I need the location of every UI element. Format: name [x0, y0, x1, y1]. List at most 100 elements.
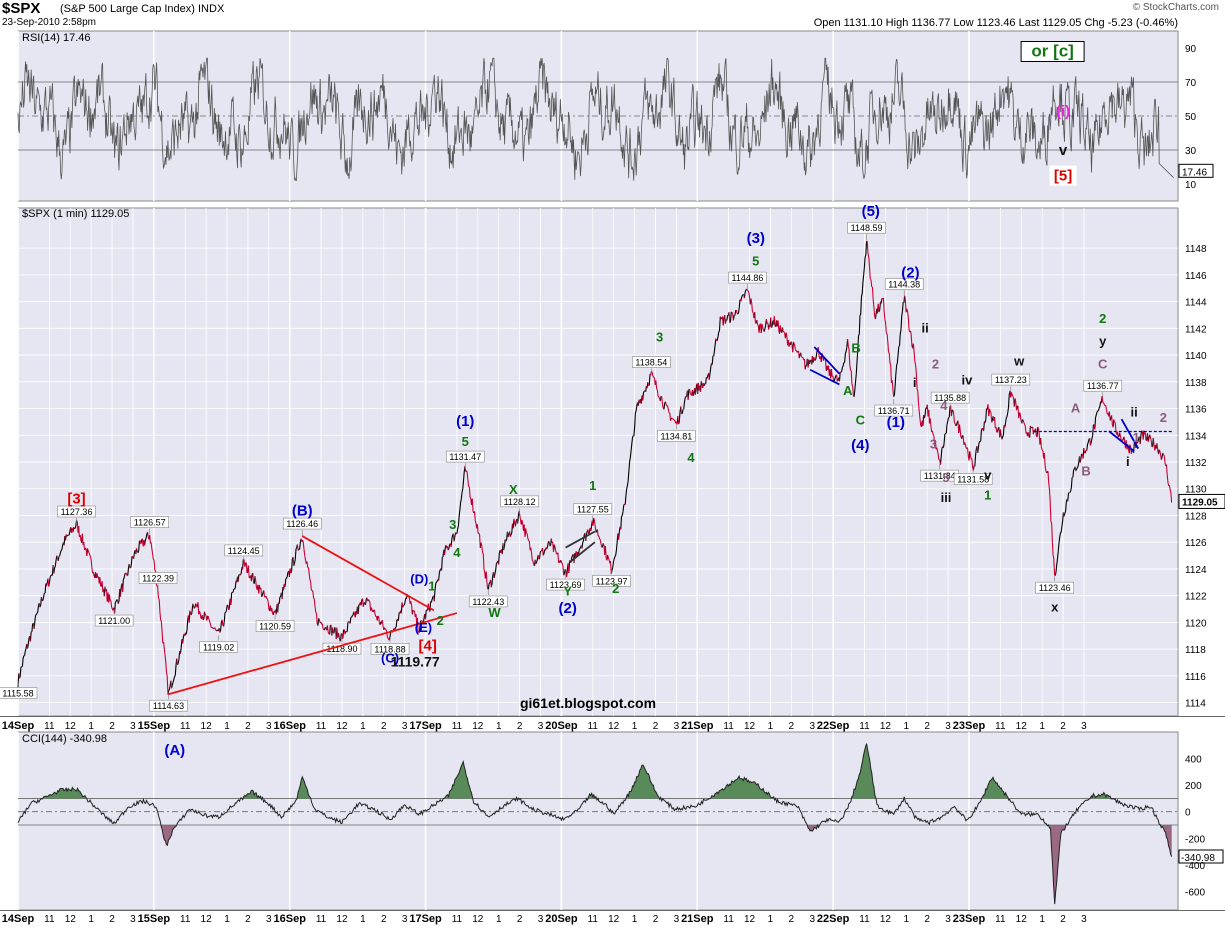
- price-day-label: 23Sep: [953, 720, 986, 732]
- wave-label: (C): [381, 651, 399, 666]
- cci-hour-label: 3: [402, 914, 408, 925]
- price-tick-label: 1140: [1185, 351, 1207, 362]
- price-label: 1131.58: [957, 475, 989, 485]
- blog-watermark: gi61et.blogspot.com: [520, 695, 656, 711]
- price-label: 1134.81: [660, 431, 692, 441]
- price-hour-label: 12: [65, 721, 77, 732]
- trendline: [168, 612, 458, 696]
- annotations: $SPX (1 min) 1129.05 RSI(14) 17.46 CCI(144…: [0, 32, 1225, 864]
- wave-label: [3]: [67, 490, 85, 507]
- cci-hour-label: 11: [723, 914, 734, 925]
- price-label: 1136.71: [878, 406, 910, 416]
- price-label-box: [57, 505, 96, 518]
- wave-label: ii: [921, 320, 928, 335]
- wave-label: 1: [589, 478, 596, 493]
- trendline: [809, 368, 840, 386]
- cci-day-label: 14Sep: [2, 913, 35, 925]
- price-label: 1144.86: [732, 273, 764, 283]
- price-tick-label: 1120: [1185, 618, 1207, 629]
- rsi-tick-label: 30: [1185, 146, 1197, 157]
- price-hour-label: 12: [336, 721, 348, 732]
- price-tick-label: 1148: [1185, 244, 1207, 255]
- price-hour-label: 12: [608, 721, 620, 732]
- cci-hour-label: 3: [674, 914, 680, 925]
- cci-hour-label: 12: [744, 914, 756, 925]
- price-hour-label: 3: [402, 721, 408, 732]
- cci-hour-label: 3: [538, 914, 544, 925]
- wave-label: X: [509, 482, 518, 497]
- price-label: 1118.90: [326, 644, 357, 654]
- price-day-label: 14Sep: [2, 720, 35, 732]
- cci-day-label: 21Sep: [681, 913, 714, 925]
- price-label-box: [930, 391, 970, 404]
- price-label: 1131.47: [449, 452, 481, 462]
- price-hour-label: 2: [245, 721, 251, 732]
- wave-label: 4: [687, 450, 695, 465]
- price-label-box: [573, 503, 613, 515]
- cci-hour-label: 12: [1016, 914, 1028, 925]
- cci-hour-label: 11: [859, 914, 870, 925]
- price-hour-label: 12: [472, 721, 484, 732]
- price-label: 1148.59: [851, 223, 883, 233]
- price-hour-label: 1: [1039, 721, 1045, 732]
- cci-hour-label: 3: [130, 914, 136, 925]
- price-label: 1135.88: [934, 393, 966, 403]
- price-hour-label: 11: [995, 721, 1006, 732]
- wave-label: i: [913, 375, 917, 390]
- cci-hour-label: 1: [632, 914, 638, 925]
- price-hour-label: 11: [588, 721, 599, 732]
- cci-hour-label: 12: [65, 914, 77, 925]
- price-label: 1127.36: [61, 507, 93, 517]
- wave-label: 3: [656, 330, 663, 345]
- cci-last-box: [1178, 849, 1224, 864]
- price-tick-label: 1144: [1185, 298, 1207, 309]
- price-hour-label: 2: [653, 721, 659, 732]
- price-hour-label: 3: [1081, 721, 1087, 732]
- cci-day-label: 20Sep: [545, 913, 578, 925]
- cci-title: CCI(144) -340.98: [22, 733, 107, 745]
- cci-hour-label: 2: [109, 914, 115, 925]
- cci-tick-label: 200: [1185, 781, 1202, 792]
- cci-tick-label: -400: [1185, 861, 1205, 872]
- price-label-box: [728, 271, 767, 284]
- wave-label: [4]: [418, 637, 436, 654]
- rsi-annotation-box: [1049, 165, 1077, 186]
- trendline: [1120, 418, 1140, 450]
- cci-hour-label: 2: [381, 914, 387, 925]
- cci-tick-label: 400: [1185, 755, 1202, 766]
- wave-label: 2: [1099, 311, 1106, 326]
- rsi-tick-label: 90: [1185, 44, 1197, 55]
- wave-label: iv: [961, 372, 973, 387]
- wave-label: (B): [292, 502, 313, 519]
- price-hour-label: 3: [130, 721, 136, 732]
- price-label-box: [255, 620, 295, 632]
- price-label: 1119.02: [203, 643, 234, 653]
- price-label-box: [282, 517, 322, 530]
- trendline: [1108, 430, 1135, 453]
- rsi-tick-label: 50: [1185, 112, 1197, 123]
- price-label: 1127.55: [577, 504, 609, 514]
- rsi-annotation: (i): [1056, 103, 1070, 120]
- cci-day-label: 15Sep: [138, 913, 171, 925]
- wave-label: C: [1098, 356, 1108, 371]
- price-tick-label: 1130: [1185, 485, 1207, 496]
- price-label-box: [224, 544, 264, 557]
- price-hour-label: 11: [452, 721, 463, 732]
- cci-day-label: 22Sep: [817, 913, 850, 925]
- price-label: 1121.00: [98, 616, 130, 626]
- price-label: 1124.45: [228, 546, 260, 556]
- cci-line: [17, 743, 1173, 905]
- cci-hour-label: 2: [924, 914, 930, 925]
- price-tick-label: 1136: [1185, 405, 1207, 416]
- cci-hour-label: 1: [768, 914, 774, 925]
- price-day-label: 15Sep: [138, 720, 171, 732]
- price-hour-label: 2: [924, 721, 930, 732]
- wave-label: A: [1071, 401, 1081, 416]
- price-hour-label: 12: [880, 721, 892, 732]
- wave-label: 2: [932, 356, 939, 371]
- price-label: 1126.46: [286, 519, 318, 529]
- price-day-label: 16Sep: [274, 720, 307, 732]
- price-hour-label: 11: [44, 721, 55, 732]
- price-tick-label: 1128: [1185, 511, 1207, 522]
